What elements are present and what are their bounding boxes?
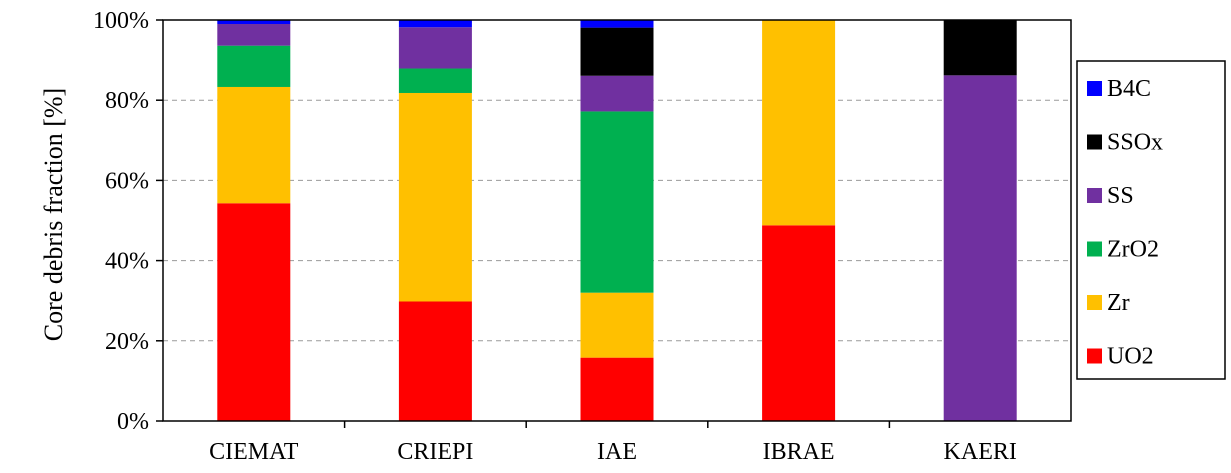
bar-segment-ssox — [581, 28, 654, 76]
legend: B4C SSOx SS ZrO2 Zr UO2 — [1077, 61, 1225, 379]
bar-segment-ss — [399, 27, 472, 68]
bars — [217, 20, 1016, 421]
bar-segment-uo2 — [399, 302, 472, 421]
x-tick-label: KAERI — [944, 439, 1017, 465]
bar-segment-zro2 — [399, 69, 472, 93]
x-tick-label: CRIEPI — [397, 439, 473, 465]
legend-label-ssox: SSOx — [1107, 130, 1163, 156]
y-tick-label: 60% — [105, 168, 149, 194]
y-tick-label: 80% — [105, 88, 149, 114]
y-axis-title: Core debris fraction [%] — [39, 88, 68, 341]
bar-segment-zr — [762, 20, 835, 225]
bar-segment-zr — [217, 87, 290, 203]
bar-segment-zro2 — [217, 46, 290, 87]
bar-segment-uo2 — [217, 203, 290, 421]
bar-segment-b4c — [581, 20, 654, 28]
bar-segment-b4c — [399, 20, 472, 27]
legend-swatch-zr — [1087, 295, 1102, 310]
y-tick-label: 100% — [93, 8, 149, 34]
x-tick-label: CIEMAT — [209, 439, 299, 465]
bar-segment-ss — [217, 24, 290, 46]
bar-segment-zr — [581, 293, 654, 358]
y-tick-label: 0% — [117, 409, 149, 435]
legend-swatch-b4c — [1087, 81, 1102, 96]
legend-swatch-zro2 — [1087, 242, 1102, 257]
legend-label-b4c: B4C — [1107, 76, 1151, 102]
legend-frame — [1077, 61, 1225, 379]
bar-segment-ss — [581, 76, 654, 112]
bar-segment-zr — [399, 93, 472, 302]
legend-label-uo2: UO2 — [1107, 344, 1154, 370]
y-tick-label: 20% — [105, 329, 149, 355]
legend-label-zro2: ZrO2 — [1107, 237, 1159, 263]
x-tick-label: IBRAE — [763, 439, 835, 465]
bar-segment-ss — [944, 75, 1017, 421]
bar-segment-uo2 — [581, 358, 654, 421]
x-tick-label: IAE — [597, 439, 637, 465]
legend-swatch-ssox — [1087, 135, 1102, 150]
x-axis-ticks: CIEMAT CRIEPI IAE IBRAE KAERI — [209, 421, 1017, 465]
y-axis-ticks: 0% 20% 40% 60% 80% 100% — [93, 8, 163, 435]
legend-swatch-uo2 — [1087, 349, 1102, 364]
legend-label-zr: Zr — [1107, 290, 1130, 316]
bar-segment-ssox — [944, 20, 1017, 75]
bar-segment-zro2 — [581, 111, 654, 292]
legend-swatch-ss — [1087, 188, 1102, 203]
y-tick-label: 40% — [105, 249, 149, 275]
bar-segment-uo2 — [762, 225, 835, 421]
legend-label-ss: SS — [1107, 183, 1134, 209]
